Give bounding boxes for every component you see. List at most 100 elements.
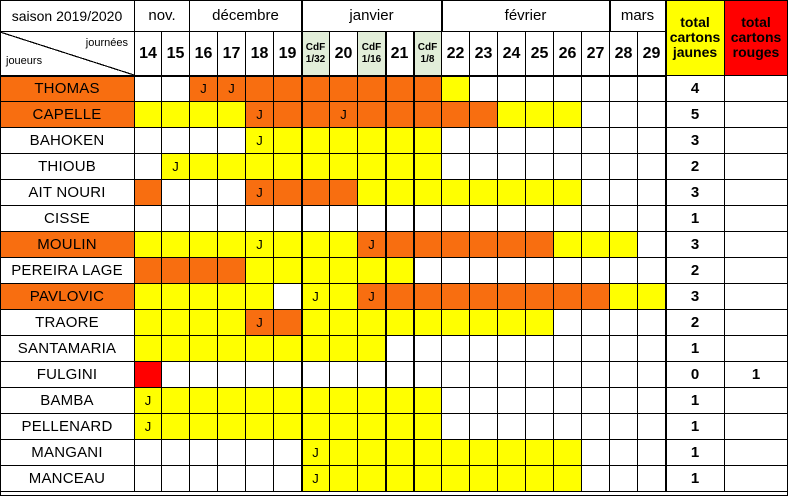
status-cell (610, 76, 638, 102)
round-header: 14 (135, 32, 162, 76)
status-cell (218, 440, 246, 466)
status-cell (330, 206, 358, 232)
round-header-label: CdF (417, 41, 438, 53)
status-cell (358, 362, 386, 388)
status-cell (526, 336, 554, 362)
status-cell (330, 466, 358, 492)
status-cell (162, 310, 190, 336)
total-red-header-line: total (741, 14, 771, 30)
player-name: BAMBA (0, 388, 135, 414)
status-cell (442, 414, 470, 440)
status-cell (582, 180, 610, 206)
status-cell (582, 388, 610, 414)
status-cell (358, 154, 386, 180)
status-cell (302, 232, 330, 258)
status-cell (498, 440, 526, 466)
status-cell (218, 258, 246, 284)
status-cell (358, 180, 386, 206)
status-cell (526, 258, 554, 284)
status-cell (358, 206, 386, 232)
status-cell (638, 76, 666, 102)
yellow-total: 3 (666, 284, 725, 310)
status-cell (414, 206, 442, 232)
status-cell (610, 284, 638, 310)
status-cell (302, 388, 330, 414)
status-cell (610, 336, 638, 362)
yellow-total: 1 (666, 206, 725, 232)
status-cell (498, 310, 526, 336)
round-header-sub: 1/16 (361, 53, 382, 65)
yellow-card-mark: J (135, 414, 162, 440)
yellow-card-mark: J (246, 310, 274, 336)
status-cell (554, 154, 582, 180)
status-cell (386, 258, 414, 284)
status-cell (246, 440, 274, 466)
status-cell (135, 154, 162, 180)
round-header-sub: 1/32 (305, 53, 326, 65)
status-cell (470, 336, 498, 362)
status-cell (526, 466, 554, 492)
player-name: MANGANI (0, 440, 135, 466)
player-name: TRAORE (0, 310, 135, 336)
month-header: mars (610, 0, 666, 32)
status-cell (582, 258, 610, 284)
red-total (725, 206, 788, 232)
status-cell (582, 232, 610, 258)
status-cell (610, 440, 638, 466)
status-cell (246, 284, 274, 310)
status-cell (135, 284, 162, 310)
status-cell (442, 284, 470, 310)
status-cell (498, 414, 526, 440)
yellow-total: 1 (666, 440, 725, 466)
status-cell (414, 76, 442, 102)
status-cell (274, 76, 302, 102)
status-cell (274, 310, 302, 336)
red-total (725, 102, 788, 128)
status-cell (554, 388, 582, 414)
status-cell (554, 102, 582, 128)
status-cell (246, 154, 274, 180)
status-cell (190, 414, 218, 440)
status-cell (162, 128, 190, 154)
status-cell (526, 128, 554, 154)
status-cell (386, 440, 414, 466)
status-cell (386, 466, 414, 492)
status-cell (274, 388, 302, 414)
status-cell (610, 388, 638, 414)
yellow-total: 4 (666, 76, 725, 102)
month-header: nov. (135, 0, 190, 32)
status-cell (135, 180, 162, 206)
total-yellow-header-line: cartons (669, 29, 721, 45)
status-cell (358, 128, 386, 154)
status-cell (274, 154, 302, 180)
red-total (725, 388, 788, 414)
player-name: CISSE (0, 206, 135, 232)
total-yellow-header-line: jaunes (672, 44, 718, 60)
round-header-cup: CdF 1/32 (302, 32, 330, 76)
status-cell (582, 76, 610, 102)
status-cell (162, 102, 190, 128)
status-cell (638, 336, 666, 362)
round-header: 21 (386, 32, 414, 76)
status-cell (414, 180, 442, 206)
status-cell (386, 180, 414, 206)
status-cell (274, 128, 302, 154)
status-cell (442, 128, 470, 154)
column-separator (385, 32, 387, 492)
round-header: 16 (190, 32, 218, 76)
status-cell (302, 258, 330, 284)
status-cell (274, 102, 302, 128)
status-cell (190, 206, 218, 232)
status-cell (554, 128, 582, 154)
status-cell (638, 232, 666, 258)
round-header-cup: CdF 1/16 (358, 32, 386, 76)
corner-journees-label: journées (85, 37, 128, 49)
status-cell (414, 336, 442, 362)
month-separator (609, 0, 611, 32)
status-cell (135, 128, 162, 154)
status-cell (274, 414, 302, 440)
status-cell (302, 206, 330, 232)
yellow-card-mark: J (246, 232, 274, 258)
status-cell (162, 232, 190, 258)
status-cell (554, 180, 582, 206)
